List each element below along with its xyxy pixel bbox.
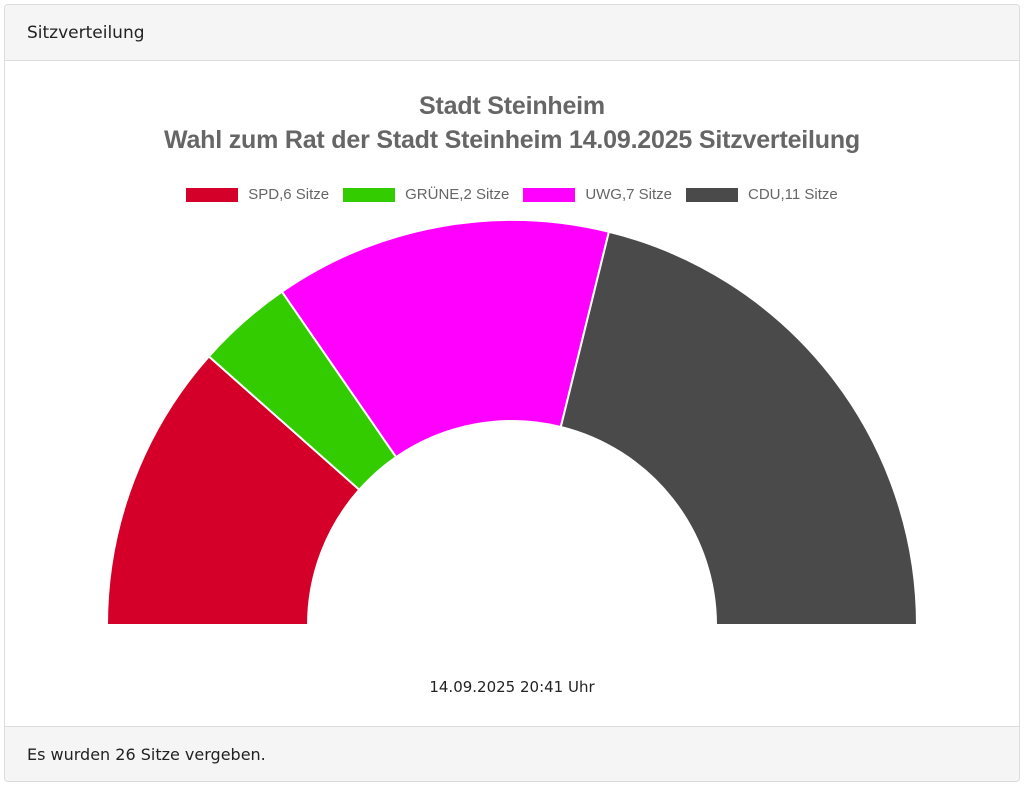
card-footer: Es wurden 26 Sitze vergeben. xyxy=(5,726,1019,781)
legend-label: SPD,6 Sitze xyxy=(248,186,330,203)
legend-item-cdu[interactable]: CDU,11 Sitze xyxy=(686,186,838,203)
segment-uwg[interactable] xyxy=(280,219,611,459)
chart-title: Stadt Steinheim xyxy=(419,92,605,120)
legend-swatch xyxy=(186,187,239,202)
legend-label: UWG,7 Sitze xyxy=(585,186,672,203)
seats-total-text: Es wurden 26 Sitze vergeben. xyxy=(27,745,266,764)
legend-label: CDU,11 Sitze xyxy=(748,186,838,203)
card-header-title: Sitzverteilung xyxy=(27,23,145,43)
legend-label: GRÜNE,2 Sitze xyxy=(405,186,510,203)
segment-cdu[interactable] xyxy=(559,230,919,626)
legend-swatch xyxy=(686,187,738,202)
legend-item-uwg[interactable]: UWG,7 Sitze xyxy=(523,186,672,203)
card-header: Sitzverteilung xyxy=(5,5,1019,61)
chart-timestamp: 14.09.2025 20:41 Uhr xyxy=(429,678,595,696)
chart-legend: SPD,6 Sitze GRÜNE,2 Sitze UWG,7 Sitze CD… xyxy=(0,186,1024,203)
legend-item-gruene[interactable]: GRÜNE,2 Sitze xyxy=(343,186,509,203)
legend-item-spd[interactable]: SPD,6 Sitze xyxy=(186,186,329,203)
chart-subtitle: Wahl zum Rat der Stadt Steinheim 14.09.2… xyxy=(163,126,860,154)
seat-distribution-card: Sitzverteilung Es wurden 26 Sitze vergeb… xyxy=(4,4,1020,782)
segment-spd[interactable] xyxy=(105,355,361,626)
legend-swatch xyxy=(343,187,396,202)
legend-swatch xyxy=(523,187,576,202)
chart-segments xyxy=(105,219,919,626)
